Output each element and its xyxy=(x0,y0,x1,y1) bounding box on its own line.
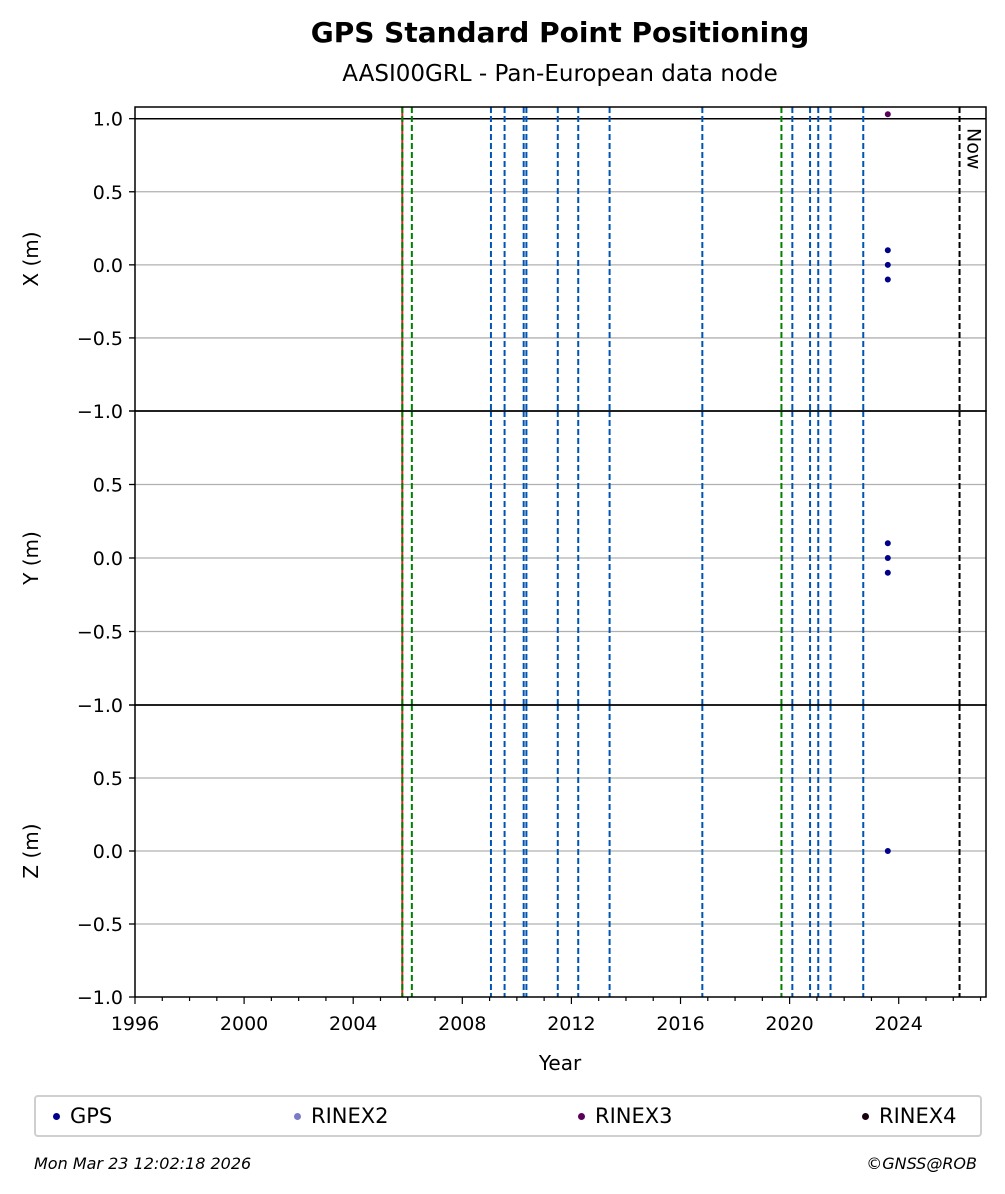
x-tick-label: 2020 xyxy=(765,1013,813,1035)
panel-frame xyxy=(134,106,987,412)
footer-timestamp: Mon Mar 23 12:02:18 2026 xyxy=(34,1154,252,1173)
y-axis-label: X (m) xyxy=(19,231,43,286)
footer-credit: ©GNSS@ROB xyxy=(866,1154,977,1173)
y-tick-label: 0.0 xyxy=(93,255,123,277)
data-point xyxy=(884,276,891,283)
legend-item-rinex3: RINEX3 xyxy=(578,1104,673,1128)
y-tick-label: 0.5 xyxy=(93,768,123,790)
y-tick-label: −1.0 xyxy=(77,987,123,1009)
legend-label-rinex3: RINEX3 xyxy=(595,1104,673,1128)
x-tick-label: 2012 xyxy=(547,1013,595,1035)
legend-item-rinex2: RINEX2 xyxy=(294,1104,389,1128)
legend-marker-rinex3 xyxy=(578,1112,585,1120)
y-tick-label: 0.0 xyxy=(93,548,123,570)
y-tick-label: −0.5 xyxy=(77,328,123,350)
legend-marker-rinex2 xyxy=(294,1112,301,1120)
chart-subtitle: AASI00GRL - Pan-European data node xyxy=(342,61,777,87)
y-tick-label: 0.5 xyxy=(93,182,123,204)
x-tick-label: 2000 xyxy=(220,1013,268,1035)
data-point xyxy=(884,111,891,118)
x-tick-label: 2016 xyxy=(656,1013,704,1035)
data-point xyxy=(884,261,891,268)
legend-marker-gps xyxy=(53,1112,60,1120)
y-tick-label: 0.0 xyxy=(93,841,123,863)
data-point xyxy=(884,848,891,854)
data-point xyxy=(884,540,891,547)
y-tick-label: −0.5 xyxy=(77,914,123,936)
panel-frame xyxy=(134,704,987,998)
data-point xyxy=(884,555,891,561)
x-tick-label: 2004 xyxy=(329,1013,377,1035)
data-point xyxy=(884,569,891,576)
x-tick-label: 1996 xyxy=(111,1013,159,1035)
legend-item-rinex4: RINEX4 xyxy=(862,1104,957,1128)
chart-title: GPS Standard Point Positioning xyxy=(311,16,810,49)
legend-label-rinex4: RINEX4 xyxy=(879,1104,957,1128)
y-axis-label: Z (m) xyxy=(19,823,43,878)
legend-marker-rinex4 xyxy=(862,1112,869,1120)
y-tick-label: −1.0 xyxy=(77,695,123,717)
legend: GPS RINEX2 RINEX3 RINEX4 xyxy=(34,1095,982,1137)
x-tick-label: 2024 xyxy=(875,1013,923,1035)
y-tick-label: −1.0 xyxy=(77,401,123,423)
plot-area: 1.0 0.5 0.0 −0.5 −1.0 X (m) 0.5 0.0 −0.5 −1.0 Y (m… xyxy=(19,106,987,1035)
y-tick-label: 0.5 xyxy=(93,475,123,497)
x-axis-label: Year xyxy=(538,1051,582,1075)
y-axis-label: Y (m) xyxy=(19,531,43,586)
now-label: Now xyxy=(963,128,985,169)
data-point xyxy=(884,247,891,254)
x-tick-label: 2008 xyxy=(438,1013,486,1035)
legend-item-gps: GPS xyxy=(53,1104,112,1128)
legend-label-rinex2: RINEX2 xyxy=(311,1104,389,1128)
legend-label-gps: GPS xyxy=(70,1104,113,1128)
y-tick-label: 1.0 xyxy=(93,109,123,131)
y-tick-label: −0.5 xyxy=(77,622,123,644)
